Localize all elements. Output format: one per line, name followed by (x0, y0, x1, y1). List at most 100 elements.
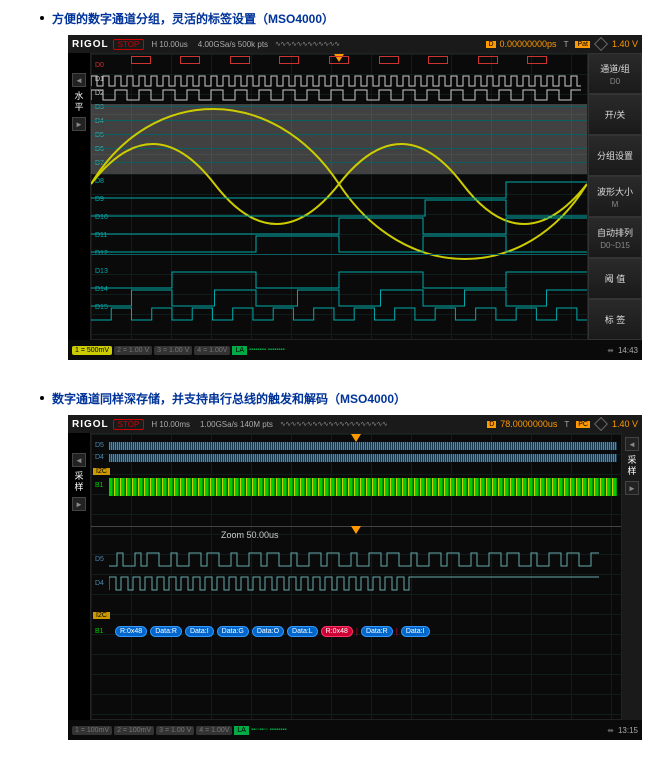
run-state[interactable]: STOP (113, 419, 145, 430)
zoom-d4-wave (109, 574, 599, 594)
ch2-badge[interactable]: 2 = 1.00 V (114, 346, 152, 355)
d15 (91, 304, 587, 324)
ch-d5: D5 (93, 442, 106, 449)
right-thin: ◄ 采样 ► (622, 433, 642, 720)
logo: RIGOL (72, 419, 109, 430)
tag-2: Data:I (185, 626, 214, 637)
ch-d0: D0 (93, 62, 106, 69)
t-label: T (561, 40, 572, 49)
zoom-d4: D4 (93, 580, 106, 587)
scope2-topbar: RIGOL STOP H 10.00ms 1.00GSa/s 140M pts … (68, 415, 642, 433)
ch2-badge[interactable]: 2 = 100mV (114, 726, 154, 735)
zoom-d5-wave (109, 550, 599, 570)
menu-wave-size[interactable]: 波形大小M (588, 176, 642, 217)
left-col: ◄ 水平 ► (68, 53, 90, 340)
tag-4: Data:O (252, 626, 284, 637)
d-icon: D (487, 421, 496, 428)
menu-group-set[interactable]: 分组设置 (588, 135, 642, 176)
scope1-topbar: RIGOL STOP H 10.00us 4.00GSa/s 500k pts … (68, 35, 642, 53)
waveform-icon: ∿∿∿∿∿∿∿∿∿∿∿∿∿∿∿∿∿∿∿∿ (280, 420, 387, 428)
decode-band (109, 478, 617, 496)
timebase: H 10.00us (148, 40, 190, 49)
ch4-badge[interactable]: 4 = 1.00V (194, 346, 230, 355)
left-label: 采样 (73, 471, 86, 493)
d-value: 78.0000000us (500, 419, 557, 429)
sample-rate: 4.00GSa/s 500k pts (195, 40, 271, 49)
sample-rate: 1.00GSa/s 140M pts (197, 420, 276, 429)
ch4-badge[interactable]: 4 = 1.00V (196, 726, 232, 735)
run-state[interactable]: STOP (113, 39, 145, 50)
t-label: T (561, 420, 572, 429)
scope-2: RIGOL STOP H 10.00ms 1.00GSa/s 140M pts … (68, 415, 642, 740)
tag-1: Data:R (150, 626, 182, 637)
arrow-right-icon[interactable]: ► (72, 497, 86, 511)
zoom-d5: D5 (93, 556, 106, 563)
diamond-icon (594, 417, 608, 431)
err-mark2: | (396, 627, 398, 636)
la-badge[interactable]: LA (234, 726, 249, 735)
ch1-badge[interactable]: 1 = 500mV (72, 346, 112, 355)
scope1-body: ◄ 水平 ► D0 D1 D2 D3 D4 (68, 53, 642, 340)
section1-bullet: 方便的数字通道分组，灵活的标签设置（MSO4000） (10, 10, 654, 27)
timebase: H 10.00ms (148, 420, 193, 429)
tag-3: Data:G (217, 626, 249, 637)
menu-on-off[interactable]: 开/关 (588, 94, 642, 135)
err-mark: | (356, 627, 358, 636)
la-badge[interactable]: LA (232, 346, 247, 355)
clock: 14:43 (618, 346, 638, 355)
tag-0: R:0x48 (115, 626, 147, 637)
waveform-icon: ∿∿∿∿∿∿∿∿∿∿∿∿ (275, 40, 339, 48)
t-level: 1.40 V (612, 419, 638, 429)
scope2-body: ◄ 采样 ► D5 D4 I2C B1 Zoom 50.00us D5 (68, 433, 642, 720)
right-menu: 通道/组D0 开/关 分组设置 波形大小M 自动排列D0~D15 阈 值 标 签 (588, 53, 642, 340)
ch1-badge[interactable]: 1 = 100mV (72, 726, 112, 735)
right-label: 采样 (626, 455, 639, 477)
arrow-left-icon[interactable]: ◄ (72, 453, 86, 467)
section2-title: 数字通道同样深存储，并支持串行总线的触发和解码（MSO4000） (52, 390, 406, 407)
tag-5: Data:L (287, 626, 318, 637)
i2c-label-2: I2C (93, 612, 110, 619)
tag-6: R:0x48 (321, 626, 353, 637)
ch-d4: D4 (93, 454, 106, 461)
ch3-badge[interactable]: 3 = 1.00 V (154, 346, 192, 355)
zoom-b1: B1 (93, 628, 106, 635)
d0-red-markers (91, 56, 587, 66)
t-mode: Pat (575, 41, 590, 48)
usb-icon: ⬌ (607, 726, 614, 735)
waveform-grid-2[interactable]: D5 D4 I2C B1 Zoom 50.00us D5 D4 I2C B1 R… (90, 433, 622, 720)
menu-channel-group[interactable]: 通道/组D0 (588, 53, 642, 94)
ch3-badge[interactable]: 3 = 1.00 V (156, 726, 194, 735)
scope2-bottom: 1 = 100mV 2 = 100mV 3 = 1.00 V 4 = 1.00V… (68, 720, 642, 740)
section1-title: 方便的数字通道分组，灵活的标签设置（MSO4000） (52, 10, 334, 27)
scope1-bottom: 1 = 500mV 2 = 1.00 V 3 = 1.00 V 4 = 1.00… (68, 340, 642, 360)
menu-threshold[interactable]: 阈 值 (588, 258, 642, 299)
menu-label[interactable]: 标 签 (588, 299, 642, 340)
la-bits: ▪▪▫▫▪▪▫▫ ▪▪▪▪▪▪▪▪ (251, 727, 287, 733)
bullet-dot (40, 396, 44, 400)
left-label: 水平 (73, 91, 86, 113)
arrow-right-icon[interactable]: ► (72, 117, 86, 131)
section2-bullet: 数字通道同样深存储，并支持串行总线的触发和解码（MSO4000） (10, 390, 654, 407)
arrow-right-icon[interactable]: ► (625, 481, 639, 495)
diamond-icon (594, 37, 608, 51)
arrow-left-icon[interactable]: ◄ (72, 73, 86, 87)
zoom-trigger-icon (351, 526, 361, 534)
la-bits: ▪▪▪▪▪▪▪▪ ▪▪▪▪▪▪▪▪ (249, 347, 285, 353)
left-col: ◄ 采样 ► (68, 433, 90, 720)
d-icon: D (486, 41, 495, 48)
waveform-grid[interactable]: D0 D1 D2 D3 D4 D5 D6 D7 D8 D9 D10 D11 D1… (90, 53, 588, 340)
menu-auto-arrange[interactable]: 自动排列D0~D15 (588, 217, 642, 258)
arrow-left-icon[interactable]: ◄ (625, 437, 639, 451)
tag-7: Data:R (361, 626, 393, 637)
decode-tags: R:0x48 Data:R Data:I Data:G Data:O Data:… (115, 626, 430, 637)
t-mode: PC (576, 421, 590, 428)
logo: RIGOL (72, 39, 109, 50)
zoom-label: Zoom 50.00us (221, 530, 279, 540)
usb-icon: ⬌ (607, 346, 614, 355)
trigger-marker-icon (351, 434, 361, 442)
tag-8: Data:I (401, 626, 430, 637)
d11 (91, 232, 587, 256)
scope-1: RIGOL STOP H 10.00us 4.00GSa/s 500k pts … (68, 35, 642, 360)
bus-b1: B1 (93, 482, 106, 489)
d4-band (109, 454, 617, 462)
